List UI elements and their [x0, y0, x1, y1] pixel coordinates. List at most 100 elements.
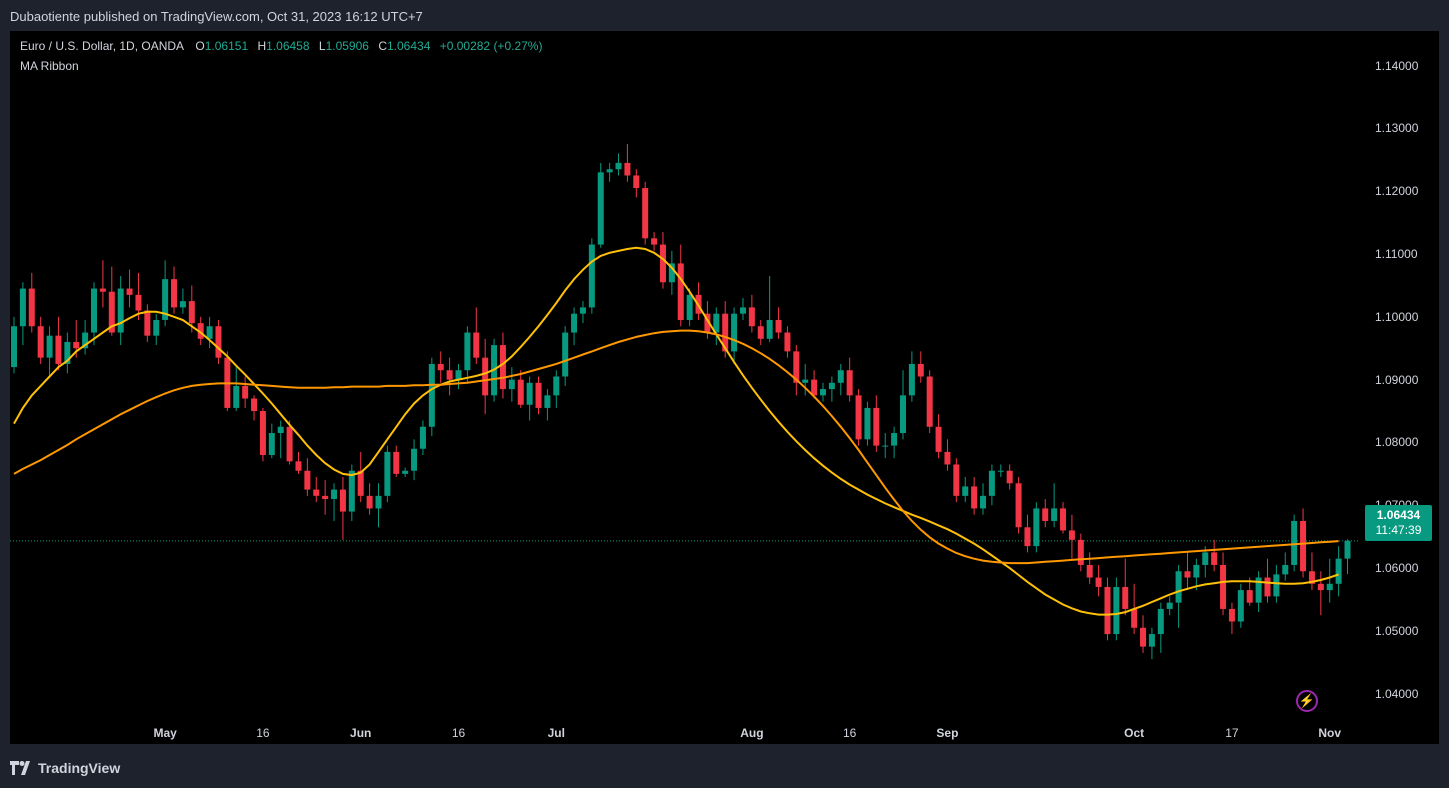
- candle: [713, 307, 720, 346]
- candle-body: [855, 395, 862, 440]
- candle-body: [1157, 608, 1164, 635]
- y-tick-label: 1.06000: [1375, 561, 1419, 576]
- candle-body: [179, 301, 186, 308]
- candle-body: [1317, 583, 1324, 591]
- candle-body: [1308, 571, 1315, 584]
- candle: [1237, 583, 1244, 628]
- price-axis[interactable]: [1360, 31, 1439, 744]
- candle: [926, 370, 933, 434]
- ma-fast-line: [13, 246, 1339, 616]
- x-tick-label: 17: [1225, 726, 1239, 740]
- candle-body: [1006, 470, 1013, 484]
- candle-body: [819, 389, 826, 396]
- candle: [1140, 615, 1147, 653]
- candle: [1042, 499, 1049, 528]
- close-value: 1.06434: [386, 39, 431, 53]
- candle: [251, 395, 258, 421]
- y-tick-label: 1.13000: [1375, 121, 1419, 136]
- candle-body: [197, 323, 204, 339]
- candle-body: [686, 294, 693, 320]
- candle: [988, 464, 995, 506]
- candle-body: [268, 433, 275, 456]
- candle-body: [286, 426, 293, 462]
- candle-body: [615, 162, 622, 170]
- candle: [1006, 464, 1013, 490]
- candle: [1051, 483, 1058, 528]
- y-tick-label: 1.09000: [1375, 372, 1419, 387]
- candle: [1095, 564, 1102, 597]
- candle-body: [384, 451, 391, 496]
- candle: [1157, 602, 1164, 653]
- candle-body: [1282, 564, 1289, 575]
- candle-body: [251, 398, 258, 412]
- candle: [357, 451, 364, 503]
- candle-body: [784, 332, 791, 352]
- candle-body: [988, 470, 995, 496]
- symbol-legend[interactable]: Euro / U.S. Dollar, 1D, OANDA O1.06151 H…: [20, 39, 548, 53]
- candle: [686, 288, 693, 327]
- candle-body: [1228, 608, 1235, 622]
- candle-body: [1291, 520, 1298, 565]
- y-tick-label: 1.10000: [1375, 309, 1419, 324]
- candle: [322, 480, 329, 515]
- candle: [668, 250, 675, 295]
- high-value: 1.06458: [266, 39, 310, 53]
- candle-body: [304, 470, 311, 490]
- candle-body: [1335, 558, 1342, 584]
- candle: [268, 423, 275, 459]
- candle: [633, 169, 640, 198]
- candle: [908, 351, 915, 402]
- candle: [428, 357, 435, 437]
- candle: [1255, 571, 1262, 613]
- candle-body: [1086, 564, 1093, 578]
- candle-body: [704, 313, 711, 333]
- candle: [793, 345, 800, 396]
- candle: [962, 477, 969, 503]
- candle: [651, 232, 658, 251]
- candle: [873, 395, 880, 452]
- candle: [437, 351, 444, 383]
- candle-body: [446, 370, 453, 380]
- candle-body: [135, 294, 142, 311]
- candle: [917, 351, 924, 383]
- candle-body: [188, 301, 195, 324]
- candle: [642, 181, 649, 245]
- candle: [579, 301, 586, 324]
- candle-body: [802, 379, 809, 383]
- candle: [339, 477, 346, 540]
- candle-body: [375, 495, 382, 509]
- candle: [526, 376, 533, 421]
- candle-body: [46, 335, 53, 358]
- candle: [179, 288, 186, 314]
- candle: [562, 326, 569, 386]
- candle: [215, 319, 222, 364]
- lightning-bolt-icon[interactable]: ⚡: [1296, 690, 1318, 712]
- candle-body: [1077, 539, 1084, 565]
- candle-body: [331, 489, 338, 500]
- candle: [1184, 552, 1191, 591]
- symbol-name[interactable]: Euro / U.S. Dollar, 1D, OANDA: [20, 39, 185, 53]
- candle: [384, 445, 391, 503]
- candle: [1148, 627, 1155, 660]
- candle-body: [1068, 530, 1075, 540]
- candle-body: [1237, 590, 1244, 622]
- candle: [891, 426, 898, 459]
- candle-body: [997, 470, 1004, 472]
- candle-body: [99, 288, 106, 292]
- left-gutter: [0, 31, 10, 744]
- candle-body: [411, 448, 418, 471]
- candle: [304, 458, 311, 496]
- candle-body: [713, 313, 720, 333]
- candle: [313, 477, 320, 503]
- indicator-label[interactable]: MA Ribbon: [20, 59, 79, 73]
- candle-body: [464, 332, 471, 371]
- candle-body: [828, 382, 835, 390]
- candle: [295, 451, 302, 474]
- low-label: L: [318, 39, 326, 53]
- tradingview-logo[interactable]: TradingView: [10, 760, 120, 776]
- candle-body: [91, 288, 98, 333]
- candle: [419, 420, 426, 456]
- candle-body: [873, 407, 880, 446]
- x-tick-label: Jul: [547, 726, 565, 740]
